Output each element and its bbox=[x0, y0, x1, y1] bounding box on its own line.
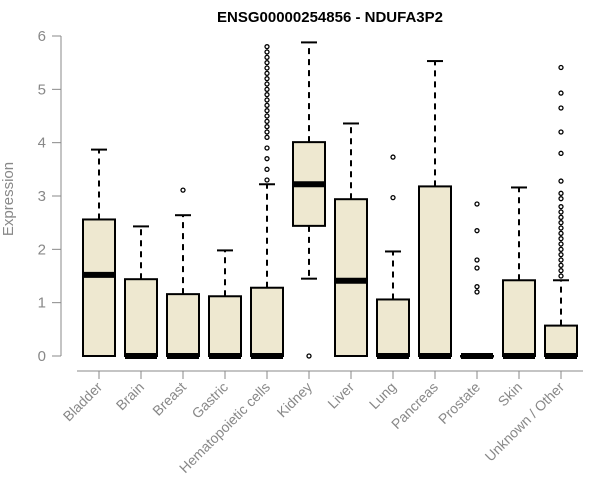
outlier-point bbox=[264, 102, 270, 108]
x-tick-label: Unknown / Other bbox=[482, 379, 568, 465]
outlier-point bbox=[264, 134, 270, 140]
y-axis: 0 1 2 3 4 5 6 bbox=[38, 28, 62, 365]
x-tick-label: Lung bbox=[366, 379, 399, 412]
y-tick-label: 5 bbox=[38, 81, 46, 98]
outlier-point bbox=[558, 257, 564, 263]
outlier-point bbox=[264, 54, 270, 60]
outlier-point bbox=[264, 97, 270, 103]
outlier-point bbox=[558, 90, 564, 96]
outlier-point bbox=[474, 201, 480, 207]
outlier-point bbox=[558, 252, 564, 258]
outlier-point bbox=[558, 150, 564, 156]
outlier-point bbox=[558, 225, 564, 231]
box-pancreas bbox=[418, 60, 452, 359]
outlier-point bbox=[264, 166, 270, 172]
outlier-point bbox=[264, 65, 270, 71]
box-skin bbox=[502, 186, 536, 359]
outlier-point bbox=[558, 129, 564, 135]
outlier-point bbox=[474, 289, 480, 295]
box-liver bbox=[334, 122, 368, 357]
box-rect bbox=[166, 293, 200, 357]
outlier-point bbox=[558, 220, 564, 226]
outlier-point bbox=[264, 156, 270, 162]
outlier-point bbox=[390, 154, 396, 160]
box-rect bbox=[418, 185, 452, 357]
outlier-point bbox=[558, 236, 564, 242]
x-tick-label: Skin bbox=[495, 379, 526, 410]
box-unknown-other bbox=[544, 64, 578, 359]
x-tick-label: Prostate bbox=[435, 379, 483, 427]
outlier-point bbox=[558, 241, 564, 247]
box-rect bbox=[376, 298, 410, 358]
outlier-point bbox=[264, 145, 270, 151]
outlier-point bbox=[264, 177, 270, 183]
box-lung bbox=[376, 154, 410, 359]
box-rect bbox=[208, 295, 242, 357]
box-rect bbox=[502, 279, 536, 357]
y-tick-label: 3 bbox=[38, 188, 46, 205]
outlier-point bbox=[264, 129, 270, 135]
box-hematopoietic-cells bbox=[250, 44, 284, 359]
box-breast bbox=[166, 187, 200, 359]
outlier-point bbox=[390, 194, 396, 201]
x-tick-label: Breast bbox=[149, 379, 189, 419]
outlier-point bbox=[264, 124, 270, 130]
box-kidney bbox=[292, 41, 326, 359]
outlier-point bbox=[264, 81, 270, 87]
x-tick-label: Brain bbox=[113, 379, 147, 413]
y-tick-label: 4 bbox=[38, 135, 46, 152]
outlier-point bbox=[558, 190, 564, 196]
outlier-point bbox=[264, 92, 270, 98]
boxes-group bbox=[82, 41, 578, 359]
chart-title: ENSG00000254856 - NDUFA3P2 bbox=[217, 9, 443, 26]
outlier-point bbox=[264, 76, 270, 82]
box-rect bbox=[544, 324, 578, 358]
outlier-point bbox=[558, 273, 564, 279]
outlier-point bbox=[558, 230, 564, 236]
x-tick-label: Kidney bbox=[274, 379, 316, 421]
outlier-point bbox=[558, 214, 564, 220]
outlier-point bbox=[558, 178, 564, 184]
y-tick-label: 1 bbox=[38, 295, 46, 312]
outlier-point bbox=[264, 44, 270, 50]
outlier-point bbox=[264, 70, 270, 76]
outlier-point bbox=[474, 257, 480, 263]
box-rect bbox=[82, 218, 116, 357]
y-tick-label: 2 bbox=[38, 241, 46, 258]
box-rect bbox=[334, 198, 368, 357]
outlier-point bbox=[558, 246, 564, 252]
outlier-point bbox=[474, 265, 480, 271]
box-gastric bbox=[208, 249, 242, 359]
outlier-point bbox=[264, 86, 270, 92]
outlier-point bbox=[180, 187, 186, 193]
outlier-point bbox=[558, 268, 564, 274]
x-tick-label: Bladder bbox=[60, 379, 106, 425]
box-rect bbox=[250, 286, 284, 358]
outlier-point bbox=[264, 49, 270, 55]
outlier-point bbox=[474, 284, 480, 290]
outlier-point bbox=[558, 196, 564, 202]
y-tick-label: 6 bbox=[38, 28, 46, 45]
outlier-point bbox=[558, 105, 564, 111]
outlier-point bbox=[558, 64, 564, 71]
outlier-point bbox=[558, 262, 564, 268]
outlier-point bbox=[264, 113, 270, 119]
outlier-point bbox=[474, 228, 480, 234]
outlier-point bbox=[558, 204, 564, 210]
x-tick-label: Pancreas bbox=[388, 379, 441, 432]
outlier-point bbox=[558, 209, 564, 215]
outlier-point bbox=[264, 108, 270, 114]
outlier-point bbox=[264, 60, 270, 66]
box-prostate bbox=[460, 201, 494, 359]
y-axis-label: Expression bbox=[0, 162, 17, 236]
x-tick-label: Liver bbox=[324, 379, 357, 412]
box-rect bbox=[124, 278, 158, 358]
outlier-point bbox=[264, 118, 270, 124]
outlier-point bbox=[306, 353, 312, 359]
box-brain bbox=[124, 225, 158, 359]
y-tick-label: 0 bbox=[38, 348, 46, 365]
box-bladder bbox=[82, 148, 116, 357]
